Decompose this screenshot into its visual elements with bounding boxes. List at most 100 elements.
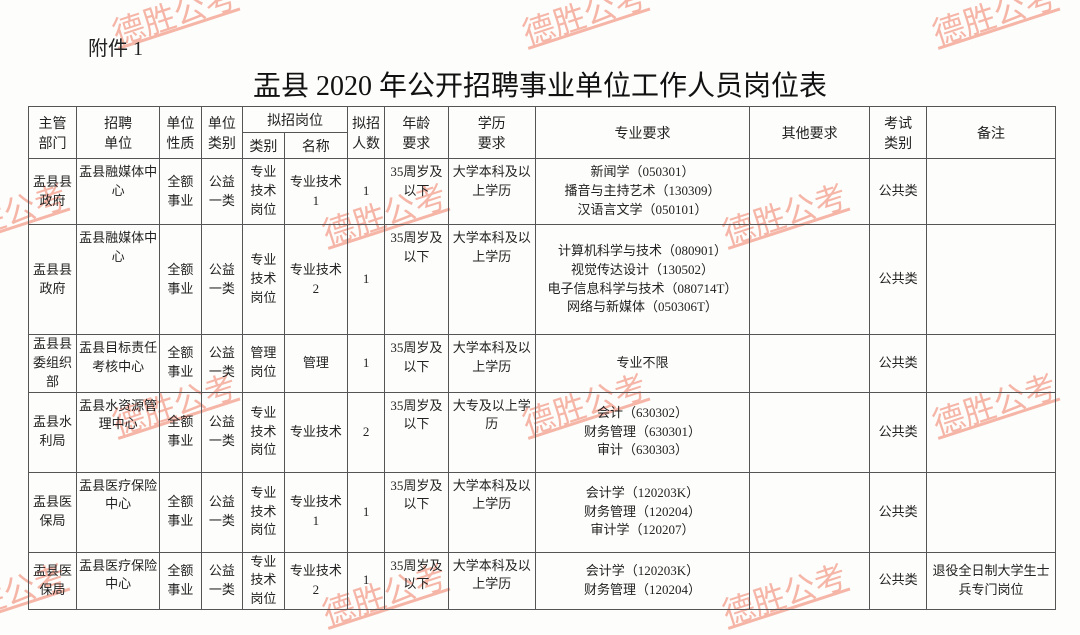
- col-cat: 单位类别: [201, 107, 243, 159]
- cell-unit: 盂县医疗保险中心: [77, 472, 160, 552]
- cell-edu: 大学本科及以上学历: [448, 472, 535, 552]
- cell-major: 新闻学（050301）播音与主持艺术（130309）汉语言文学（050101）: [535, 159, 749, 225]
- cell-post_type: 专业技术岗位: [243, 552, 285, 610]
- cell-nature: 全额事业: [160, 552, 202, 610]
- cell-other: [750, 552, 870, 610]
- col-nature: 单位性质: [160, 107, 202, 159]
- cell-remark: [927, 472, 1056, 552]
- cell-remark: [927, 335, 1056, 393]
- positions-table: 主管部门 招聘单位 单位性质 单位类别 拟招岗位 拟招人数 年龄要求 学历要求 …: [28, 106, 1056, 610]
- cell-nature: 全额事业: [160, 392, 202, 472]
- cell-cat: 公益一类: [201, 472, 243, 552]
- cell-age: 35周岁及以下: [385, 159, 448, 225]
- attachment-label: 附件 1: [88, 32, 143, 61]
- cell-nature: 全额事业: [160, 472, 202, 552]
- cell-edu: 大专及以上学历: [448, 392, 535, 472]
- col-remark: 备注: [927, 107, 1056, 159]
- cell-dept: 盂县医保局: [29, 472, 77, 552]
- cell-nature: 全额事业: [160, 335, 202, 393]
- cell-major: 会计学（120203K）财务管理（120204）审计学（120207）: [535, 472, 749, 552]
- cell-unit: 盂县医疗保险中心: [77, 552, 160, 610]
- cell-other: [750, 159, 870, 225]
- cell-post_type: 专业技术岗位: [243, 472, 285, 552]
- cell-age: 35周岁及以下: [385, 472, 448, 552]
- table-row: 盂县县政府盂县融媒体中心全额事业公益一类专业技术岗位专业技术2135周岁及以下大…: [29, 225, 1056, 335]
- cell-post_type: 专业技术岗位: [243, 159, 285, 225]
- cell-post_name: 专业技术2: [284, 552, 347, 610]
- cell-dept: 盂县县政府: [29, 225, 77, 335]
- col-post-type: 类别: [243, 133, 285, 159]
- table-row: 盂县水利局盂县水资源管理中心全额事业公益一类专业技术岗位专业技术235周岁及以下…: [29, 392, 1056, 472]
- cell-edu: 大学本科及以上学历: [448, 225, 535, 335]
- page-title: 盂县 2020 年公开招聘事业单位工作人员岗位表: [0, 64, 1080, 104]
- col-post-name: 名称: [284, 133, 347, 159]
- cell-exam: 公共类: [870, 159, 927, 225]
- cell-remark: [927, 159, 1056, 225]
- cell-major: 计算机科学与技术（080901）视觉传达设计（130502）电子信息科学与技术（…: [535, 225, 749, 335]
- col-major: 专业要求: [535, 107, 749, 159]
- watermark-text: 德胜公考: [516, 0, 652, 55]
- cell-age: 35周岁及以下: [385, 552, 448, 610]
- col-post-group: 拟招岗位: [243, 107, 348, 133]
- cell-post_type: 专业技术岗位: [243, 392, 285, 472]
- cell-unit: 盂县融媒体中心: [77, 159, 160, 225]
- table-row: 盂县县政府盂县融媒体中心全额事业公益一类专业技术岗位专业技术1135周岁及以下大…: [29, 159, 1056, 225]
- col-age: 年龄要求: [385, 107, 448, 159]
- cell-cat: 公益一类: [201, 552, 243, 610]
- table-row: 盂县医保局盂县医疗保险中心全额事业公益一类专业技术岗位专业技术1135周岁及以下…: [29, 472, 1056, 552]
- cell-other: [750, 225, 870, 335]
- cell-major: 专业不限: [535, 335, 749, 393]
- cell-post_name: 专业技术1: [284, 159, 347, 225]
- table-body: 盂县县政府盂县融媒体中心全额事业公益一类专业技术岗位专业技术1135周岁及以下大…: [29, 159, 1056, 610]
- table-header: 主管部门 招聘单位 单位性质 单位类别 拟招岗位 拟招人数 年龄要求 学历要求 …: [29, 107, 1056, 159]
- cell-num: 2: [348, 392, 385, 472]
- cell-edu: 大学本科及以上学历: [448, 159, 535, 225]
- cell-other: [750, 472, 870, 552]
- cell-cat: 公益一类: [201, 335, 243, 393]
- cell-cat: 公益一类: [201, 159, 243, 225]
- cell-dept: 盂县县委组织部: [29, 335, 77, 393]
- table-row: 盂县县委组织部盂县目标责任考核中心全额事业公益一类管理岗位管理135周岁及以下大…: [29, 335, 1056, 393]
- cell-exam: 公共类: [870, 552, 927, 610]
- cell-edu: 大学本科及以上学历: [448, 552, 535, 610]
- cell-cat: 公益一类: [201, 225, 243, 335]
- cell-post_type: 专业技术岗位: [243, 225, 285, 335]
- cell-other: [750, 335, 870, 393]
- cell-major: 会计（630302）财务管理（630301）审计（630303）: [535, 392, 749, 472]
- cell-num: 1: [348, 335, 385, 393]
- watermark-text: 德胜公考: [926, 0, 1062, 55]
- cell-dept: 盂县县政府: [29, 159, 77, 225]
- cell-remark: 退役全日制大学生士兵专门岗位: [927, 552, 1056, 610]
- cell-post_name: 专业技术1: [284, 472, 347, 552]
- col-other: 其他要求: [750, 107, 870, 159]
- col-dept: 主管部门: [29, 107, 77, 159]
- cell-major: 会计学（120203K）财务管理（120204）: [535, 552, 749, 610]
- cell-post_name: 管理: [284, 335, 347, 393]
- cell-post_type: 管理岗位: [243, 335, 285, 393]
- cell-remark: [927, 392, 1056, 472]
- cell-exam: 公共类: [870, 335, 927, 393]
- cell-post_name: 专业技术2: [284, 225, 347, 335]
- cell-num: 1: [348, 552, 385, 610]
- cell-cat: 公益一类: [201, 392, 243, 472]
- cell-other: [750, 392, 870, 472]
- cell-age: 35周岁及以下: [385, 392, 448, 472]
- col-num: 拟招人数: [348, 107, 385, 159]
- cell-age: 35周岁及以下: [385, 335, 448, 393]
- cell-dept: 盂县水利局: [29, 392, 77, 472]
- cell-remark: [927, 225, 1056, 335]
- col-exam: 考试类别: [870, 107, 927, 159]
- col-unit: 招聘单位: [77, 107, 160, 159]
- cell-num: 1: [348, 159, 385, 225]
- col-edu: 学历要求: [448, 107, 535, 159]
- cell-num: 1: [348, 225, 385, 335]
- cell-num: 1: [348, 472, 385, 552]
- cell-post_name: 专业技术: [284, 392, 347, 472]
- cell-edu: 大学本科及以上学历: [448, 335, 535, 393]
- cell-exam: 公共类: [870, 225, 927, 335]
- table-row: 盂县医保局盂县医疗保险中心全额事业公益一类专业技术岗位专业技术2135周岁及以下…: [29, 552, 1056, 610]
- cell-nature: 全额事业: [160, 159, 202, 225]
- cell-unit: 盂县融媒体中心: [77, 225, 160, 335]
- cell-unit: 盂县水资源管理中心: [77, 392, 160, 472]
- cell-exam: 公共类: [870, 472, 927, 552]
